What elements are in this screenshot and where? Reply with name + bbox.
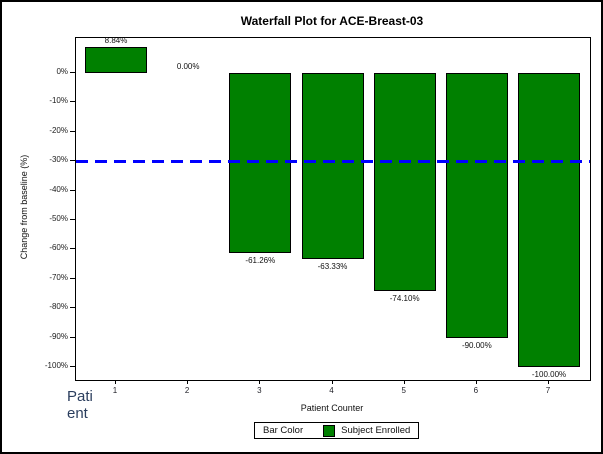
chart-title: Waterfall Plot for ACE-Breast-03 [240,14,424,28]
x-tick-mark [548,380,550,384]
x-tick-label: 6 [473,386,479,395]
y-tick-mark [70,101,75,103]
x-tick-label: 3 [257,386,262,395]
bar-patient-1 [85,46,147,73]
bar-value-label: -74.10% [389,293,420,303]
x-tick-label: 1 [112,386,118,395]
y-tick-label: 0% [56,66,68,76]
bar-value-label: -63.33% [317,262,348,272]
bar-value-label: 8.84% [104,36,128,45]
bar-value-label: -61.26% [245,256,276,266]
x-tick-label: 5 [401,386,406,395]
x-tick-label: 2 [184,386,190,395]
y-tick-mark [70,336,75,338]
y-tick-mark [70,366,75,368]
plot-area: 8.84% 0.00% -61.26% -63.33% -74.10% -90.00% -1… [75,36,591,381]
overlay-line-2: ent [67,405,88,422]
patient-overlay-text: Pati ent [67,388,93,422]
x-tick-label: 7 [545,386,551,395]
y-tick-mark [70,130,75,132]
y-tick-mark [70,71,75,73]
y-tick-label: -50% [49,214,68,224]
x-tick-mark [403,380,405,384]
y-tick-label: -90% [49,331,68,341]
y-tick-mark [70,248,75,250]
y-tick-mark [70,277,75,279]
y-tick-mark [70,307,75,309]
reference-line-minus-30pct [76,160,590,164]
legend-title: Bar Color [263,425,304,436]
y-tick-label: -40% [49,184,68,194]
y-tick-label: -20% [49,125,68,135]
overlay-line-1: Pati [67,388,93,405]
y-tick-mark [70,189,75,191]
y-tick-label: -70% [49,272,68,282]
bar-patient-7 [518,72,581,368]
y-tick-label: -30% [49,155,68,165]
legend-swatch-green-square-icon [323,424,336,437]
x-tick-mark [331,380,333,384]
y-tick-label: -60% [49,243,68,253]
x-tick-mark [259,380,261,384]
y-tick-label: -100% [44,361,68,371]
bar-patient-6 [445,72,508,338]
x-axis-title: Patient Counter [300,403,364,413]
bar-value-label: -90.00% [461,340,492,350]
x-tick-mark [475,380,477,384]
y-tick-mark [70,160,75,162]
y-tick-label: -10% [49,96,68,106]
bar-patient-4 [301,72,364,260]
bar-value-label: -100.00% [531,370,567,380]
y-tick-mark [70,219,75,221]
legend-entry-label: Subject Enrolled [341,425,411,436]
x-tick-label: 4 [329,386,334,395]
bar-patient-5 [373,72,436,291]
x-tick-mark [187,380,189,384]
bar-value-label: 0.00% [176,61,200,71]
x-tick-mark [115,380,116,384]
legend: Bar Color Subject Enrolled [254,422,420,439]
y-tick-label: -80% [49,302,68,312]
